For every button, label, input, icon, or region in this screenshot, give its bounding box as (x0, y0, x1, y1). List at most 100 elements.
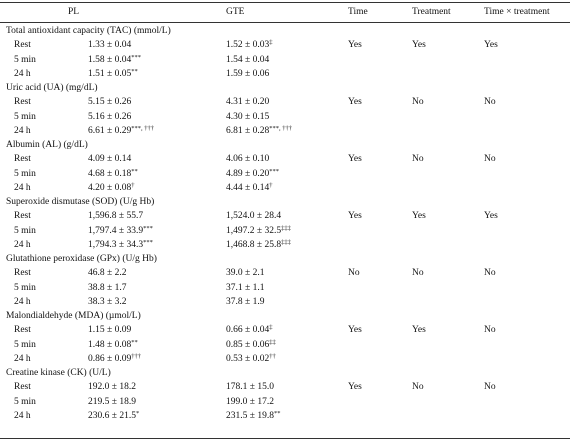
effect-flag: Yes (348, 382, 362, 393)
value-cell: 0.86 ± 0.09††† (88, 353, 141, 365)
value-text: 1.48 ± 0.08 (88, 339, 132, 350)
value-text: 38.8 ± 1.7 (88, 282, 127, 293)
row-label: Rest (14, 154, 31, 165)
value-cell: 38.3 ± 3.2 (88, 296, 126, 308)
value-text: 37.8 ± 1.9 (226, 296, 265, 307)
value-cell: 37.1 ± 1.1 (226, 282, 264, 294)
value-cell: 1,596.8 ± 55.7 (88, 210, 143, 222)
group-title: Malondialdehyde (MDA) (µmol/L) (6, 311, 141, 321)
row-label: 24 h (14, 296, 31, 307)
significance-mark: *** (269, 167, 279, 175)
value-text: 1.33 ± 0.04 (88, 40, 132, 51)
row-label: 24 h (14, 410, 31, 421)
row-label: Rest (14, 268, 31, 279)
effect-flag: No (412, 382, 424, 393)
row-label: 24 h (14, 239, 31, 250)
group-title: Superoxide dismutase (SOD) (U/g Hb) (6, 197, 155, 207)
bottom-rule (0, 438, 570, 439)
value-cell: 0.85 ± 0.06‡‡ (226, 339, 276, 351)
value-cell: 230.6 ± 21.5* (88, 410, 139, 422)
effect-flag: No (484, 97, 496, 108)
value-text: 0.53 ± 0.02 (226, 353, 270, 364)
row-label: 5 min (14, 282, 36, 293)
value-text: 4.89 ± 0.20 (226, 168, 270, 179)
significance-mark: ** (131, 167, 138, 175)
effect-flag: Yes (484, 40, 498, 51)
value-text: 5.16 ± 0.26 (88, 111, 132, 122)
value-text: 4.68 ± 0.18 (88, 168, 132, 179)
effect-flag: No (412, 154, 424, 165)
value-text: 4.44 ± 0.14 (226, 182, 270, 193)
value-cell: 1,794.3 ± 34.3*** (88, 239, 153, 251)
value-text: 37.1 ± 1.1 (226, 282, 265, 293)
value-cell: 4.31 ± 0.20 (226, 96, 269, 108)
value-cell: 1.15 ± 0.09 (88, 324, 131, 336)
value-cell: 0.66 ± 0.04‡ (226, 324, 272, 336)
row-label: 24 h (14, 125, 31, 136)
value-text: 46.8 ± 2.2 (88, 268, 127, 279)
value-text: 5.15 ± 0.26 (88, 97, 132, 108)
effect-flag: Yes (348, 325, 362, 336)
effect-flag: No (484, 382, 496, 393)
row-label: 5 min (14, 54, 36, 65)
row-label: Rest (14, 40, 31, 51)
value-text: 4.31 ± 0.20 (226, 97, 270, 108)
significance-mark: ‡ (269, 324, 273, 332)
value-text: 1,596.8 ± 55.7 (88, 211, 144, 222)
group-title: Uric acid (UA) (mg/dL) (6, 83, 98, 93)
value-text: 1,794.3 ± 34.3 (88, 239, 144, 250)
significance-mark: ‡‡‡ (281, 238, 291, 246)
column-header: Treatment (412, 7, 451, 17)
value-cell: 231.5 ± 19.8** (226, 410, 280, 422)
value-cell: 39.0 ± 2.1 (226, 267, 264, 279)
effect-flag: Yes (348, 211, 362, 222)
value-cell: 1.54 ± 0.04 (226, 54, 269, 66)
significance-mark: ** (131, 338, 138, 346)
effect-flag: Yes (412, 211, 426, 222)
value-cell: 4.44 ± 0.14† (226, 182, 272, 194)
value-text: 231.5 ± 19.8 (226, 410, 274, 421)
significance-mark: †† (269, 352, 276, 360)
value-text: 4.09 ± 0.14 (88, 154, 132, 165)
value-text: 4.20 ± 0.08 (88, 182, 132, 193)
value-text: 1,468.8 ± 25.8 (226, 239, 282, 250)
column-header: Time × treatment (484, 7, 550, 17)
value-cell: 178.1 ± 15.0 (226, 381, 274, 393)
value-cell: 1,797.4 ± 33.9*** (88, 225, 153, 237)
significance-mark: ††† (131, 352, 141, 360)
effect-flag: Yes (348, 40, 362, 51)
value-cell: 4.68 ± 0.18** (88, 168, 138, 180)
significance-mark: * (135, 409, 140, 417)
row-label: 5 min (14, 168, 36, 179)
value-text: 39.0 ± 2.1 (226, 268, 265, 279)
value-cell: 5.15 ± 0.26 (88, 96, 131, 108)
value-text: 199.0 ± 17.2 (226, 396, 274, 407)
value-cell: 4.20 ± 0.08† (88, 182, 134, 194)
value-cell: 199.0 ± 17.2 (226, 396, 274, 408)
significance-mark: ** (131, 67, 138, 75)
value-text: 6.61 ± 0.29 (88, 125, 132, 136)
value-text: 1.51 ± 0.05 (88, 68, 132, 79)
column-header: GTE (226, 7, 245, 17)
effect-flag: Yes (348, 97, 362, 108)
value-text: 178.1 ± 15.0 (226, 382, 274, 393)
value-text: 192.0 ± 18.2 (88, 382, 136, 393)
group-title: Total antioxidant capacity (TAC) (mmol/L… (6, 26, 171, 36)
value-text: 1,797.4 ± 33.9 (88, 225, 144, 236)
row-label: 24 h (14, 353, 31, 364)
value-cell: 37.8 ± 1.9 (226, 296, 264, 308)
value-cell: 1.51 ± 0.05** (88, 68, 138, 80)
value-cell: 192.0 ± 18.2 (88, 381, 136, 393)
row-label: Rest (14, 97, 31, 108)
value-cell: 1,524.0 ± 28.4 (226, 210, 281, 222)
value-cell: 1.52 ± 0.03‡ (226, 39, 272, 51)
effect-flag: No (348, 268, 360, 279)
row-label: Rest (14, 382, 31, 393)
value-text: 1.59 ± 0.06 (226, 68, 270, 79)
column-header: Time (348, 7, 368, 17)
value-cell: 1.59 ± 0.06 (226, 68, 269, 80)
value-text: 1.54 ± 0.04 (226, 54, 270, 65)
significance-mark: *** (143, 238, 153, 246)
effect-flag: Yes (412, 40, 426, 51)
